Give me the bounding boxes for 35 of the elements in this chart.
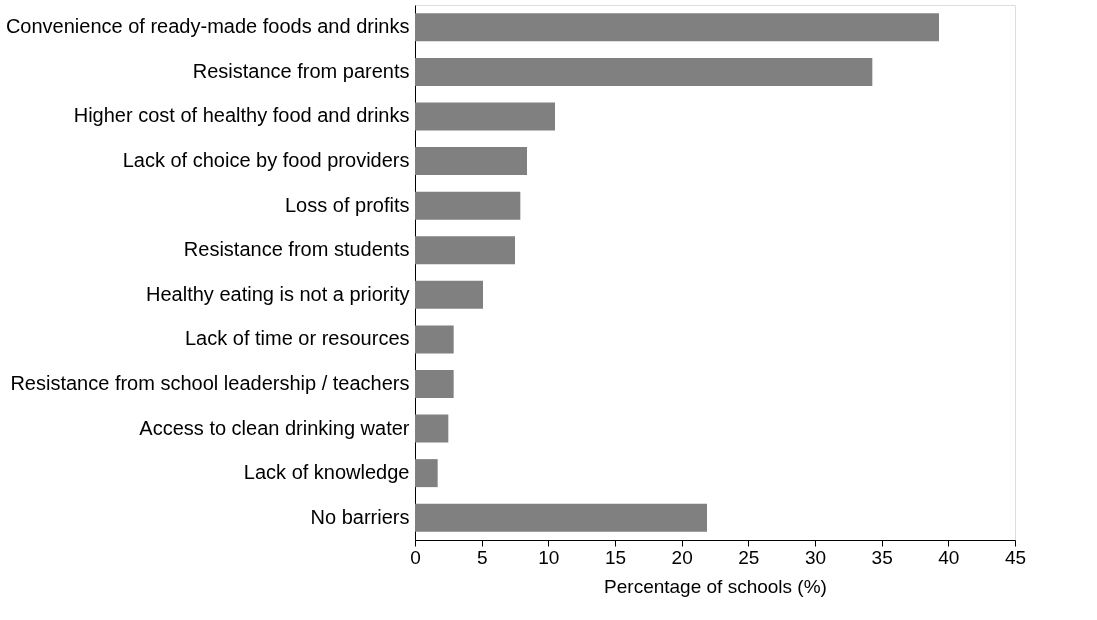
y-tick-label: Resistance from school leadership / teachers [10,371,410,394]
bar [415,414,449,443]
bar [415,459,438,488]
x-tick-label: 35 [871,546,893,568]
x-tick-label: 20 [671,546,693,568]
x-axis-title: Percentage of schools (%) [604,575,827,597]
bar [415,57,873,86]
y-tick-label: Resistance from students [183,238,410,261]
y-tick-label: Lack of time or resources [184,327,410,350]
bar [415,102,555,131]
x-tick-label: 10 [538,546,560,568]
bar [415,369,454,398]
y-tick-label: Resistance from parents [192,59,410,82]
x-tick-label: 40 [938,546,960,568]
y-tick-label: Healthy eating is not a priority [146,282,410,305]
x-tick-label: 25 [738,546,760,568]
y-tick-label: Loss of profits [284,193,410,216]
y-tick-label: Access to clean drinking water [139,416,410,439]
x-tick-label: 30 [804,546,827,568]
x-tick-label: 0 [410,546,421,568]
bar [415,147,527,176]
y-tick-label: Convenience of ready-made foods and drinks [5,15,410,38]
bar [415,280,483,309]
x-tick-label: 5 [476,546,488,568]
bar [415,503,707,532]
bar [415,13,939,42]
bar [415,325,454,354]
y-tick-label: No barriers [310,505,410,528]
x-tick-label: 45 [1004,546,1027,568]
y-tick-label: Lack of choice by food providers [122,149,410,172]
bar [415,191,521,220]
bar [415,236,515,265]
x-tick-label: 15 [604,546,627,568]
y-tick-label: Higher cost of healthy food and drinks [73,104,410,127]
y-tick-label: Lack of knowledge [243,461,410,484]
